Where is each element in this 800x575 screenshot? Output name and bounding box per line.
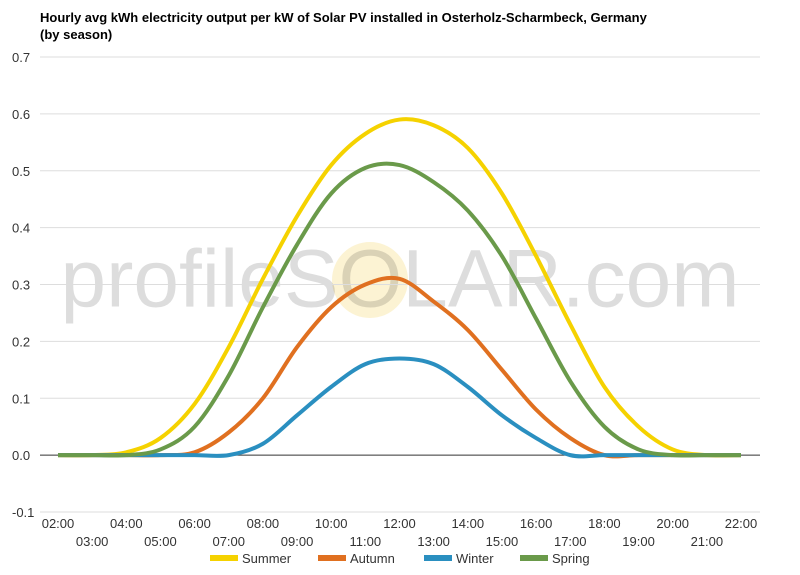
x-tick-label: 15:00 [486, 534, 519, 549]
y-tick-label: 0.4 [12, 221, 30, 236]
x-tick-label: 02:00 [42, 516, 75, 531]
x-tick-label: 22:00 [725, 516, 758, 531]
legend-label: Spring [552, 551, 590, 566]
series-line [58, 356, 741, 459]
series-line [57, 117, 742, 458]
x-tick-label: 18:00 [588, 516, 621, 531]
x-tick-label: 20:00 [656, 516, 689, 531]
x-tick-label: 11:00 [350, 534, 382, 549]
y-tick-label: 0.1 [12, 391, 30, 406]
legend-label: Winter [456, 551, 494, 566]
x-tick-label: 19:00 [622, 534, 655, 549]
x-tick-label: 10:00 [315, 516, 348, 531]
x-tick-label: 14:00 [452, 516, 485, 531]
x-tick-label: 21:00 [691, 534, 724, 549]
chart-title: Hourly avg kWh electricity output per kW… [40, 10, 648, 42]
y-tick-label: 0.3 [12, 278, 30, 293]
watermark-sun [332, 242, 408, 318]
legend-swatch [520, 555, 548, 561]
x-tick-label: 13:00 [417, 534, 450, 549]
legend-swatch [210, 555, 238, 561]
y-tick-label: -0.1 [12, 505, 34, 520]
x-tick-label: 09:00 [281, 534, 314, 549]
x-tick-label: 03:00 [76, 534, 109, 549]
x-tick-label: 04:00 [110, 516, 143, 531]
legend-swatch [424, 555, 452, 561]
y-tick-label: 0.2 [12, 334, 30, 349]
series-line [58, 161, 741, 458]
y-tick-label: 0.7 [12, 50, 30, 65]
x-tick-label: 06:00 [178, 516, 211, 531]
legend-swatch [318, 555, 346, 561]
legend-label: Autumn [350, 551, 395, 566]
x-tick-label: 05:00 [144, 534, 177, 549]
y-tick-label: 0.6 [12, 107, 30, 122]
x-tick-label: 17:00 [554, 534, 587, 549]
x-tick-label: 16:00 [520, 516, 553, 531]
y-tick-label: 0.0 [12, 448, 30, 463]
x-tick-label: 08:00 [247, 516, 280, 531]
x-tick-label: 07:00 [212, 534, 245, 549]
legend-label: Summer [242, 551, 292, 566]
x-tick-label: 12:00 [383, 516, 416, 531]
y-tick-label: 0.5 [12, 164, 30, 179]
